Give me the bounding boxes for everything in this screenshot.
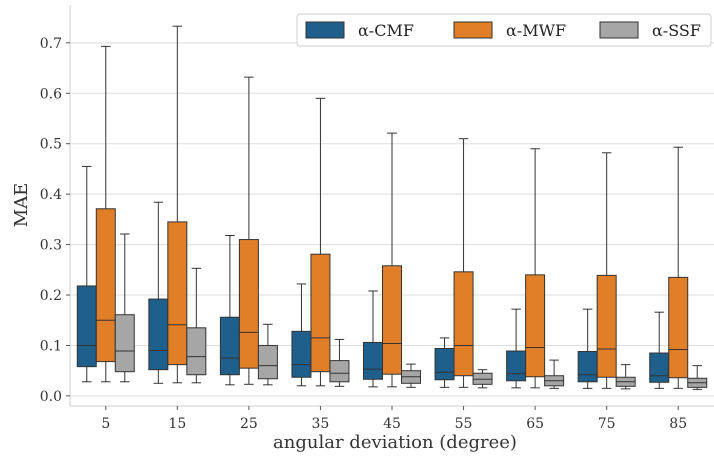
box-body: [577, 351, 598, 383]
y-tick-label: 0.7: [40, 36, 62, 52]
box-body: [668, 276, 689, 379]
y-tick-label: 0.5: [40, 137, 62, 153]
box-body: [329, 360, 350, 383]
legend-label: α-CMF: [358, 21, 414, 40]
box-body: [453, 271, 474, 377]
box-α-SSF-65: [544, 359, 565, 389]
legend-label: α-MWF: [506, 21, 566, 40]
y-tick-label: 0.4: [40, 187, 62, 203]
box-α-SSF-15: [186, 267, 207, 384]
box-body: [310, 253, 331, 373]
box-α-CMF-5: [76, 165, 97, 383]
box-α-CMF-15: [148, 201, 169, 384]
box-body: [219, 316, 240, 376]
box-body: [95, 208, 116, 363]
box-body: [291, 330, 312, 378]
x-tick-label: 35: [312, 416, 330, 432]
box-body: [257, 344, 278, 380]
box-body: [506, 350, 527, 382]
y-axis-label: MAE: [11, 183, 32, 228]
legend-label: α-SSF: [652, 21, 701, 40]
box-α-MWF-35: [310, 97, 331, 387]
x-tick-label: 85: [669, 416, 687, 432]
legend-swatch: [453, 21, 493, 39]
box-α-MWF-55: [453, 138, 474, 388]
box-body: [238, 239, 259, 369]
box-α-MWF-5: [95, 45, 116, 383]
box-body: [472, 372, 493, 385]
box-α-MWF-85: [668, 146, 689, 389]
y-tick-label: 0.6: [40, 86, 62, 102]
y-tick-label: 0.3: [40, 238, 62, 254]
x-tick-label: 15: [168, 416, 186, 432]
legend-swatch: [599, 21, 639, 39]
box-α-SSF-35: [329, 338, 350, 387]
x-tick-label: 55: [455, 416, 473, 432]
box-α-MWF-75: [596, 152, 617, 389]
box-α-MWF-15: [167, 25, 188, 384]
box-body: [525, 274, 546, 378]
box-α-CMF-45: [363, 290, 383, 388]
x-tick-label: 45: [383, 416, 401, 432]
y-tick-label: 0.2: [40, 288, 62, 304]
box-body: [363, 341, 383, 380]
box-body: [186, 327, 207, 376]
legend-item-α-MWF: α-MWF: [453, 21, 566, 40]
x-axis-label: angular deviation (degree): [273, 432, 517, 453]
box-body: [382, 265, 402, 375]
box-α-SSF-75: [615, 364, 636, 390]
box-α-SSF-55: [472, 369, 493, 389]
y-tick-label: 0.1: [40, 338, 62, 354]
legend-item-α-SSF: α-SSF: [599, 21, 701, 40]
x-tick-label: 25: [240, 416, 258, 432]
x-tick-label: 75: [598, 416, 616, 432]
axes: angular deviation (degree) MAE 0.0 0.1 0.2…: [11, 5, 714, 453]
box-α-CMF-75: [577, 308, 598, 389]
box-α-MWF-65: [525, 148, 546, 389]
box-α-SSF-85: [687, 365, 708, 390]
x-tick-label: 5: [101, 416, 110, 432]
box-body: [596, 274, 617, 378]
box-α-CMF-85: [649, 311, 670, 389]
x-tick-label: 65: [526, 416, 544, 432]
box-body: [434, 347, 455, 381]
box-body: [114, 314, 135, 373]
y-tick-label: 0.0: [40, 389, 62, 405]
box-α-SSF-45: [401, 363, 421, 388]
box-body: [649, 352, 670, 383]
box-body: [167, 221, 188, 366]
legend-swatch: [305, 21, 345, 39]
box-α-CMF-35: [291, 283, 312, 387]
legend-item-α-CMF: α-CMF: [305, 21, 414, 40]
plot-area: [76, 25, 708, 390]
box-body: [148, 298, 169, 371]
box-α-SSF-25: [257, 323, 278, 386]
box-α-CMF-25: [219, 235, 240, 386]
box-α-SSF-5: [114, 233, 135, 383]
box-α-MWF-25: [238, 76, 259, 385]
legend: α-CMF α-MWF α-SSF: [296, 13, 712, 47]
box-α-MWF-45: [382, 132, 402, 388]
box-α-CMF-65: [506, 308, 527, 389]
box-body: [76, 285, 97, 368]
